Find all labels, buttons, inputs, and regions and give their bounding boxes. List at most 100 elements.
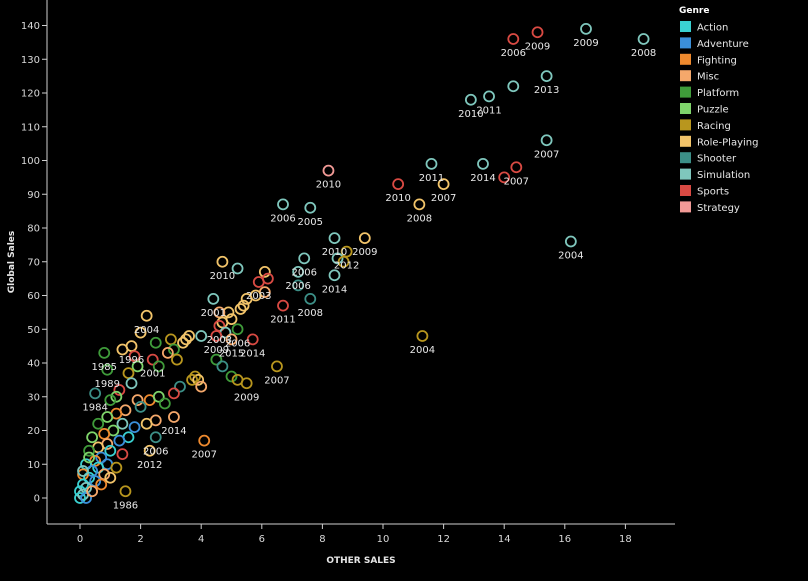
axes-layer: 0 2 4 6 8 10 12 14 16 18 0 10 20 30 40 50 60 70 80 90 100 11…	[7, 0, 675, 566]
legend-item-misc[interactable]: Misc	[680, 70, 719, 83]
data-point-shooter	[134, 400, 147, 413]
data-point-action	[74, 492, 86, 504]
point-year-label: 2012	[334, 261, 359, 272]
point-year-label: 2001	[140, 369, 165, 380]
data-point-action	[83, 471, 95, 484]
legend-label: Role-Playing	[697, 137, 758, 148]
data-point-role-playing	[237, 299, 250, 312]
legend-swatch	[680, 185, 691, 196]
legend-item-shooter[interactable]: Shooter	[680, 152, 737, 165]
data-point-fighting	[198, 434, 211, 447]
data-point-racing	[189, 370, 202, 383]
point-year-label: 2006	[270, 213, 295, 224]
point-year-label: 2008	[298, 308, 323, 319]
legend-label: Fighting	[697, 55, 737, 66]
data-point-platform	[92, 417, 105, 430]
legend-item-strategy[interactable]: Strategy	[680, 201, 740, 214]
data-point-adventure	[113, 434, 126, 447]
data-point-role-playing	[234, 303, 247, 315]
data-point-role-playing	[222, 306, 235, 319]
y-axis-ticks: 0 10 20 30 40 50 60 70 80 90 100 110 120 130 140	[21, 21, 47, 505]
point-year-label: 2009	[525, 41, 550, 52]
data-point-strategy	[322, 164, 335, 177]
data-point-puzzle	[131, 360, 144, 373]
data-point-role-playing	[140, 417, 153, 430]
data-point-role-playing	[116, 343, 129, 356]
legend-item-racing[interactable]: Racing	[680, 119, 731, 132]
legend-item-action[interactable]: Action	[680, 21, 728, 34]
data-point-action	[92, 461, 105, 474]
legend-swatch	[680, 103, 691, 114]
x-axis-title: OTHER SALES	[326, 556, 395, 566]
data-point-adventure	[80, 492, 92, 504]
data-point-puzzle	[152, 390, 165, 403]
x-tick-label: 12	[437, 534, 450, 545]
data-point-simulation	[304, 201, 317, 214]
point-year-label: 2006	[291, 267, 316, 278]
legend-label: Misc	[697, 72, 719, 83]
point-year-label: 2004	[134, 325, 159, 336]
data-point-racing	[340, 245, 353, 258]
data-point-puzzle	[83, 451, 95, 464]
data-point-platform	[231, 323, 244, 336]
y-tick-label: 20	[27, 426, 40, 437]
point-year-label: 2012	[137, 460, 162, 471]
x-tick-label: 2	[137, 534, 143, 545]
data-point-simulation	[231, 262, 244, 275]
legend-label: Action	[697, 23, 728, 34]
legend-swatch	[680, 70, 691, 82]
data-point-sports	[146, 353, 159, 366]
data-point-role-playing	[216, 255, 229, 268]
y-tick-label: 40	[27, 359, 40, 370]
legend-label: Adventure	[697, 39, 749, 50]
data-point-simulation	[425, 157, 438, 170]
point-year-label: 2007	[534, 149, 559, 160]
data-point-shooter	[174, 380, 186, 393]
x-tick-label: 4	[198, 534, 204, 545]
legend-item-fighting[interactable]: Fighting	[680, 53, 737, 67]
data-point-platform	[225, 370, 238, 383]
y-tick-label: 130	[21, 55, 40, 66]
y-tick-label: 110	[21, 122, 40, 133]
data-point-simulation	[331, 252, 344, 265]
point-year-label: 2007	[504, 176, 529, 187]
legend-item-puzzle[interactable]: Puzzle	[680, 103, 729, 116]
point-year-label: 2004	[558, 251, 583, 262]
point-year-label: 2004	[410, 345, 435, 356]
point-year-label: 2014	[470, 173, 495, 184]
data-point-role-playing	[225, 313, 238, 326]
x-tick-label: 10	[377, 534, 390, 545]
point-year-label: 2014	[161, 426, 186, 437]
legend-item-role-playing[interactable]: Role-Playing	[680, 135, 758, 149]
data-point-platform	[152, 360, 165, 373]
y-tick-label: 50	[27, 325, 40, 336]
data-point-role-playing	[104, 471, 117, 484]
legend-item-platform[interactable]: Platform	[680, 86, 739, 100]
data-point-misc	[195, 380, 208, 393]
point-year-label: 2011	[476, 105, 501, 116]
data-point-shooter	[292, 279, 305, 292]
data-point-shooter	[89, 387, 102, 400]
legend: Genre Action Adventure Fighting Misc Platfor…	[679, 6, 758, 214]
data-point-simulation	[483, 90, 495, 103]
legend-item-adventure[interactable]: Adventure	[680, 37, 749, 50]
point-year-label: 2010	[210, 271, 235, 282]
point-year-label: 1989	[95, 379, 120, 390]
data-point-role-playing	[192, 373, 205, 386]
y-tick-label: 60	[27, 291, 40, 302]
data-point-simulation	[328, 232, 341, 245]
data-point-simulation	[277, 198, 289, 211]
data-point-adventure	[95, 451, 108, 464]
data-point-sports	[507, 33, 520, 45]
data-point-shooter	[216, 360, 229, 373]
legend-label: Platform	[697, 88, 739, 99]
data-point-role-playing	[140, 309, 153, 322]
data-point-sports	[392, 178, 405, 191]
data-point-fighting	[95, 478, 108, 491]
point-year-label: 2003	[207, 335, 232, 346]
points-layer	[74, 22, 650, 504]
legend-item-sports[interactable]: Sports	[680, 185, 729, 198]
legend-item-simulation[interactable]: Simulation	[680, 168, 750, 182]
data-point-sports	[116, 448, 129, 461]
